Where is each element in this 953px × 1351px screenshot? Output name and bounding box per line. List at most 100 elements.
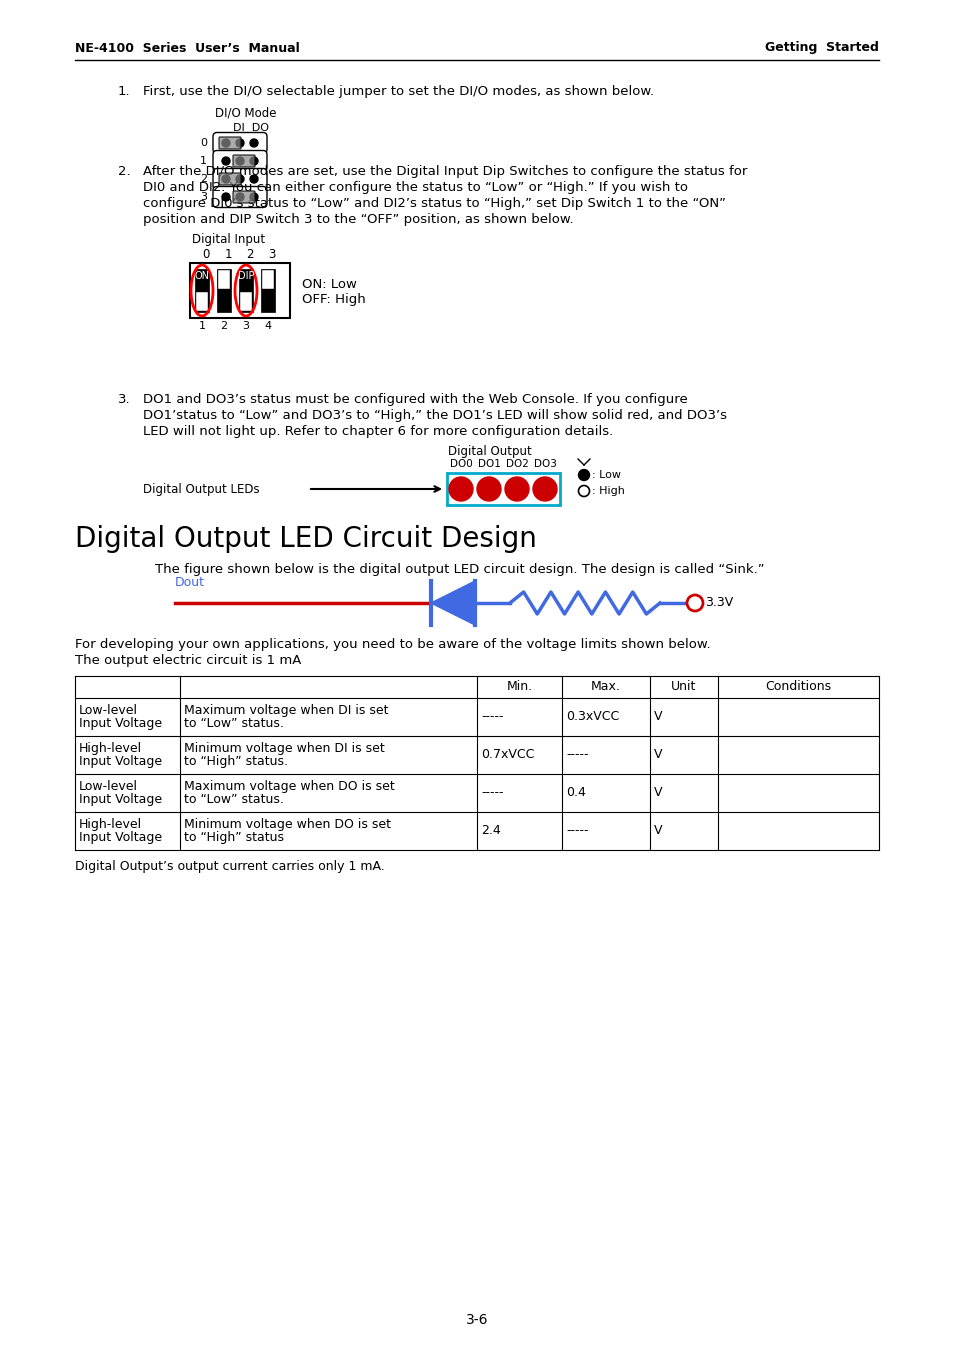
Text: Input Voltage: Input Voltage [79,793,162,807]
Text: : High: : High [592,486,624,496]
Circle shape [578,485,589,497]
Text: Min.: Min. [506,681,532,693]
Bar [447,473,559,505]
Text: -----: ----- [565,748,588,762]
Text: position and DIP Switch 3 to the “OFF” position, as shown below.: position and DIP Switch 3 to the “OFF” p… [143,213,573,226]
Circle shape [578,470,589,481]
Text: 3: 3 [268,249,275,261]
Text: configure DI0’s status to “Low” and DI2’s status to “High,” set Dip Switch 1 to : configure DI0’s status to “Low” and DI2’… [143,197,725,209]
Text: 0.4: 0.4 [565,786,585,800]
Text: The output electric circuit is 1 mA: The output electric circuit is 1 mA [75,654,301,667]
Text: to “High” status: to “High” status [184,831,284,844]
Text: Input Voltage: Input Voltage [79,755,162,767]
Text: 3: 3 [242,322,250,331]
Circle shape [235,157,244,165]
Text: Digital Output LEDs: Digital Output LEDs [143,482,259,496]
Circle shape [222,157,230,165]
Text: -----: ----- [480,786,503,800]
FancyBboxPatch shape [233,155,254,168]
Text: Dout: Dout [174,576,205,589]
Text: 3.3V: 3.3V [704,597,733,609]
Text: NE-4100  Series  User’s  Manual: NE-4100 Series User’s Manual [75,42,299,54]
Text: 0.3xVCC: 0.3xVCC [565,711,618,724]
Text: : Low: : Low [592,470,620,480]
Text: 0: 0 [200,138,207,149]
Polygon shape [431,581,475,626]
Circle shape [235,139,244,147]
Bar [240,292,252,311]
Text: 3-6: 3-6 [465,1313,488,1327]
FancyBboxPatch shape [213,186,267,208]
Text: DO3: DO3 [533,459,556,469]
Text: 1: 1 [200,155,207,166]
Text: High-level: High-level [79,817,142,831]
Circle shape [504,477,529,501]
Text: to “Low” status.: to “Low” status. [184,793,284,807]
Text: DI/O Mode: DI/O Mode [214,107,276,120]
Circle shape [449,477,473,501]
FancyBboxPatch shape [213,169,267,189]
Text: Maximum voltage when DO is set: Maximum voltage when DO is set [184,780,395,793]
Circle shape [235,193,244,201]
Bar [195,292,208,311]
Circle shape [222,193,230,201]
Text: High-level: High-level [79,742,142,755]
Text: 2: 2 [200,174,207,184]
Text: 3: 3 [200,192,207,203]
Text: Low-level: Low-level [79,780,138,793]
Text: 2: 2 [220,322,228,331]
Text: 0.7xVCC: 0.7xVCC [480,748,534,762]
Text: For developing your own applications, you need to be aware of the voltage limits: For developing your own applications, yo… [75,638,710,651]
Text: DO1 and DO3’s status must be configured with the Web Console. If you configure: DO1 and DO3’s status must be configured … [143,393,687,407]
Text: LED will not light up. Refer to chapter 6 for more configuration details.: LED will not light up. Refer to chapter … [143,426,613,438]
Bar [216,269,231,312]
Text: Input Voltage: Input Voltage [79,717,162,730]
Text: 1: 1 [224,249,232,261]
Bar [218,270,230,289]
Text: DI  DO: DI DO [233,123,269,132]
Circle shape [222,139,230,147]
Circle shape [250,176,257,182]
Text: Digital Output: Digital Output [448,444,532,458]
FancyBboxPatch shape [213,150,267,172]
Text: to “Low” status.: to “Low” status. [184,717,284,730]
Text: Digital Output LED Circuit Design: Digital Output LED Circuit Design [75,526,537,553]
Text: 1: 1 [198,322,205,331]
Text: The figure shown below is the digital output LED circuit design. The design is c: The figure shown below is the digital ou… [154,563,763,576]
Text: DO1’status to “Low” and DO3’s to “High,” the DO1’s LED will show solid red, and : DO1’status to “Low” and DO3’s to “High,”… [143,409,726,422]
Circle shape [250,193,257,201]
Text: 2.: 2. [118,165,131,178]
Text: -----: ----- [480,711,503,724]
Text: After the DI/O modes are set, use the Digital Input Dip Switches to configure th: After the DI/O modes are set, use the Di… [143,165,746,178]
Text: First, use the DI/O selectable jumper to set the DI/O modes, as shown below.: First, use the DI/O selectable jumper to… [143,85,654,99]
Text: to “High” status.: to “High” status. [184,755,288,767]
Bar [261,269,274,312]
Text: DI0 and DI2. You can either configure the status to “Low” or “High.” If you wish: DI0 and DI2. You can either configure th… [143,181,687,195]
Bar [262,270,274,289]
Text: DO2: DO2 [505,459,528,469]
Text: 1.: 1. [118,85,131,99]
Circle shape [222,176,230,182]
Text: V: V [654,824,661,838]
Circle shape [533,477,557,501]
Text: 2: 2 [246,249,253,261]
Text: DO0: DO0 [449,459,472,469]
Text: Input Voltage: Input Voltage [79,831,162,844]
FancyBboxPatch shape [213,132,267,154]
Circle shape [250,139,257,147]
Text: 0: 0 [202,249,210,261]
Text: Unit: Unit [671,681,696,693]
Bar [190,263,290,317]
Circle shape [235,176,244,182]
Circle shape [250,157,257,165]
Text: ON: ON [194,272,210,281]
Text: Maximum voltage when DI is set: Maximum voltage when DI is set [184,704,388,717]
Text: Low-level: Low-level [79,704,138,717]
Circle shape [686,594,702,611]
FancyBboxPatch shape [233,190,254,203]
Text: Digital Input: Digital Input [192,232,265,246]
Text: Max.: Max. [591,681,620,693]
Text: OFF: High: OFF: High [302,293,365,305]
FancyBboxPatch shape [219,136,241,149]
Text: V: V [654,711,661,724]
